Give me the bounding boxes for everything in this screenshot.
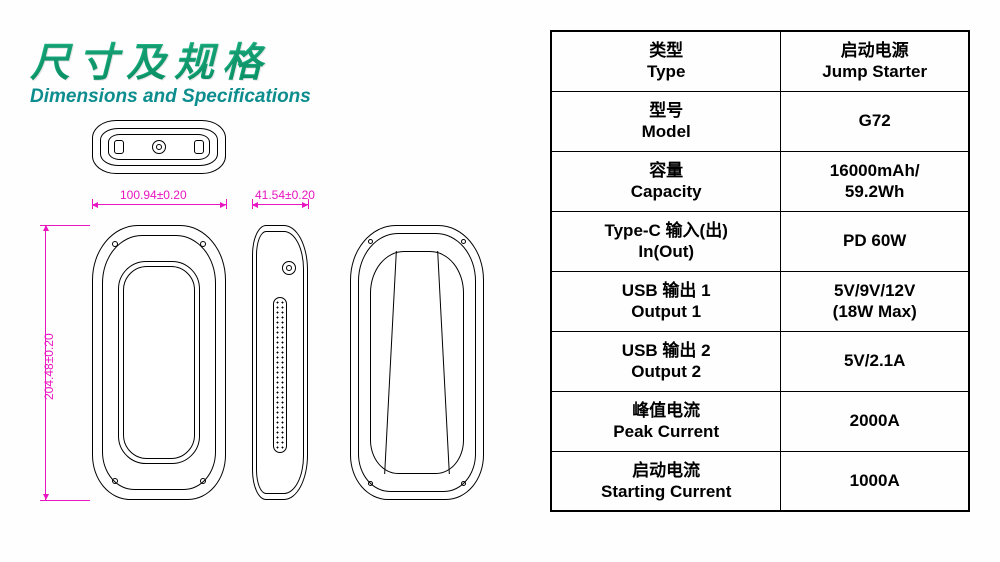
spec-label: USB 输出 1 Output 1 [551,271,781,331]
spec-value: 1000A [781,451,969,511]
spec-value: G72 [781,91,969,151]
dimension-height-label: 204.48±0.20 [42,333,56,400]
spec-label: Type-C 输入(出) In(Out) [551,211,781,271]
table-row: 型号 Model G72 [551,91,969,151]
table-row: 峰值电流 Peak Current 2000A [551,391,969,451]
engineering-drawing: 100.94±0.20 41.54±0.20 204.48±0.20 [30,120,560,540]
spec-value: 16000mAh/ 59.2Wh [781,151,969,211]
spec-label: USB 输出 2 Output 2 [551,331,781,391]
table-row: 容量 Capacity 16000mAh/ 59.2Wh [551,151,969,211]
spec-label: 型号 Model [551,91,781,151]
spec-label: 容量 Capacity [551,151,781,211]
table-row: 类型 Type 启动电源 Jump Starter [551,31,969,91]
dimension-width-label: 100.94±0.20 [120,188,187,202]
spec-label: 类型 Type [551,31,781,91]
spec-value: 5V/9V/12V (18W Max) [781,271,969,331]
spec-value: 5V/2.1A [781,331,969,391]
front-view [92,225,226,500]
back-view [350,225,484,500]
dimension-thickness-label: 41.54±0.20 [255,188,315,202]
spec-label: 启动电流 Starting Current [551,451,781,511]
spec-label: 峰值电流 Peak Current [551,391,781,451]
spec-value: 启动电源 Jump Starter [781,31,969,91]
spec-value: PD 60W [781,211,969,271]
spec-value: 2000A [781,391,969,451]
title-block: 尺寸及规格 Dimensions and Specifications [30,30,311,108]
table-row: USB 输出 2 Output 2 5V/2.1A [551,331,969,391]
top-view [92,120,226,174]
specifications-table: 类型 Type 启动电源 Jump Starter 型号 Model G72 容… [550,30,970,512]
title-chinese: 尺寸及规格 [30,30,311,88]
table-row: USB 输出 1 Output 1 5V/9V/12V (18W Max) [551,271,969,331]
table-row: 启动电流 Starting Current 1000A [551,451,969,511]
side-view [252,225,308,500]
table-row: Type-C 输入(出) In(Out) PD 60W [551,211,969,271]
title-english: Dimensions and Specifications [30,86,311,108]
